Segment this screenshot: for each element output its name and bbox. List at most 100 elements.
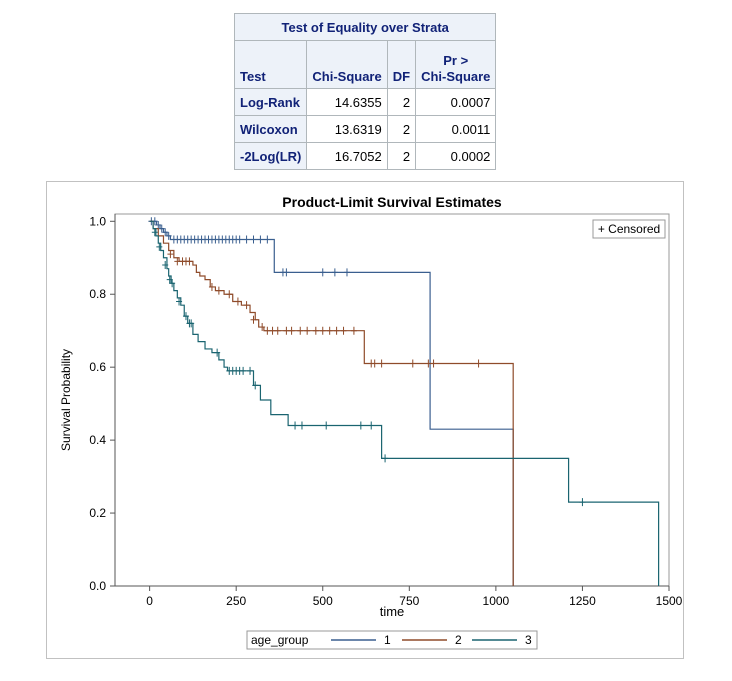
censored-mark xyxy=(243,235,250,244)
table-row: Wilcoxon 13.6319 2 0.0011 xyxy=(233,115,497,143)
legend: age_group 1 2 3 xyxy=(246,630,538,650)
series-3 xyxy=(149,220,660,586)
censored-mark xyxy=(323,421,330,430)
table-caption: Test of Equality over Strata xyxy=(233,13,497,41)
censored-mark xyxy=(475,359,482,368)
censored-mark xyxy=(250,315,257,324)
censored-mark xyxy=(151,228,158,237)
x-tick-label: 750 xyxy=(399,594,419,608)
x-axis-label: time xyxy=(380,604,405,619)
df-cell: 2 xyxy=(386,115,417,143)
x-tick-label: 250 xyxy=(226,594,246,608)
table-row: Log-Rank 14.6355 2 0.0007 xyxy=(233,88,497,116)
censored-mark xyxy=(236,235,243,244)
censored-mark xyxy=(259,323,266,332)
test-name-cell: -2Log(LR) xyxy=(233,142,308,170)
y-tick-label: 0.2 xyxy=(89,506,106,520)
p-value-cell: 0.0002 xyxy=(415,142,497,170)
chi-square-cell: 14.6355 xyxy=(306,88,388,116)
censored-mark xyxy=(326,326,333,335)
censored-mark xyxy=(343,268,350,277)
survival-curve-line xyxy=(149,220,660,586)
test-name-cell: Log-Rank xyxy=(233,88,308,116)
header-pr-line1: Pr > xyxy=(443,53,469,68)
censored-mark xyxy=(247,366,254,375)
censored-mark xyxy=(304,326,311,335)
censored-mark xyxy=(298,421,305,430)
legend-label-2: 2 xyxy=(455,633,462,647)
censored-mark xyxy=(269,326,276,335)
df-cell: 2 xyxy=(386,88,417,116)
censored-mark xyxy=(283,268,290,277)
censored-mark xyxy=(340,326,347,335)
censored-mark xyxy=(250,235,257,244)
censored-mark xyxy=(297,326,304,335)
legend-title: age_group xyxy=(251,633,309,647)
censored-mark xyxy=(176,297,183,306)
censored-mark xyxy=(158,224,165,233)
censored-mark xyxy=(252,381,259,390)
header-pr-line2: Chi-Square xyxy=(421,69,491,84)
y-tick-label: 0.8 xyxy=(89,287,106,301)
y-tick-label: 0.4 xyxy=(89,433,106,447)
censored-mark xyxy=(165,231,172,240)
chart-title: Product-Limit Survival Estimates xyxy=(282,194,502,210)
header-test: Test xyxy=(233,40,308,89)
y-tick-label: 0.6 xyxy=(89,360,106,374)
y-axis: 0.0 0.2 0.4 0.6 0.8 1.0 xyxy=(89,214,116,593)
test-name-cell: Wilcoxon xyxy=(233,115,308,143)
censored-mark xyxy=(156,242,163,251)
censored-mark xyxy=(155,220,162,229)
table-row: -2Log(LR) 16.7052 2 0.0002 xyxy=(233,142,497,170)
y-tick-label: 1.0 xyxy=(89,214,106,228)
series-layer xyxy=(148,217,660,586)
censored-mark xyxy=(234,297,241,306)
censored-mark xyxy=(319,326,326,335)
survival-plot: Product-Limit Survival Estimates 0 250 500… xyxy=(59,194,683,650)
censored-mark xyxy=(208,282,215,291)
censored-mark xyxy=(283,326,290,335)
censored-mark xyxy=(331,268,338,277)
censored-mark xyxy=(182,312,189,321)
censored-mark xyxy=(162,261,169,270)
header-df: DF xyxy=(386,40,417,89)
censored-mark xyxy=(382,454,389,463)
x-tick-label: 0 xyxy=(146,594,153,608)
censored-mark xyxy=(264,235,271,244)
censored-mark xyxy=(579,498,586,507)
censored-mark xyxy=(257,235,264,244)
header-pr-chi-square: Pr > Chi-Square xyxy=(415,40,497,89)
censored-mark xyxy=(240,366,247,375)
censored-mark xyxy=(215,286,222,295)
censored-inset-legend: + Censored xyxy=(592,219,666,239)
x-tick-label: 1250 xyxy=(569,594,596,608)
censored-mark xyxy=(368,421,375,430)
x-tick-label: 1500 xyxy=(656,594,683,608)
censored-mark xyxy=(226,290,233,299)
y-axis-label: Survival Probability xyxy=(59,349,73,451)
y-tick-label: 0.0 xyxy=(89,579,106,593)
x-tick-label: 1000 xyxy=(483,594,510,608)
p-value-cell: 0.0007 xyxy=(415,88,497,116)
censored-mark xyxy=(350,326,357,335)
censored-mark xyxy=(319,268,326,277)
censored-mark xyxy=(371,359,378,368)
plot-area-frame xyxy=(114,213,670,587)
censored-mark xyxy=(214,348,221,357)
test-of-equality-table: Test of Equality over Strata Test Chi-Sq… xyxy=(233,13,497,170)
p-value-cell: 0.0011 xyxy=(415,115,497,143)
censored-mark xyxy=(274,326,281,335)
header-chi-square: Chi-Square xyxy=(306,40,388,89)
censored-mark xyxy=(169,279,176,288)
censored-mark xyxy=(174,257,181,266)
censored-mark xyxy=(425,359,432,368)
series-2 xyxy=(149,220,514,586)
x-axis: 0 250 500 750 1000 1250 1500 xyxy=(115,585,683,608)
censored-mark xyxy=(357,421,364,430)
censored-mark xyxy=(333,326,340,335)
legend-box xyxy=(246,630,538,650)
chi-square-cell: 16.7052 xyxy=(306,142,388,170)
series-1 xyxy=(148,217,514,586)
legend-label-1: 1 xyxy=(384,633,391,647)
survival-plot-frame: Product-Limit Survival Estimates 0 250 500… xyxy=(46,181,684,659)
